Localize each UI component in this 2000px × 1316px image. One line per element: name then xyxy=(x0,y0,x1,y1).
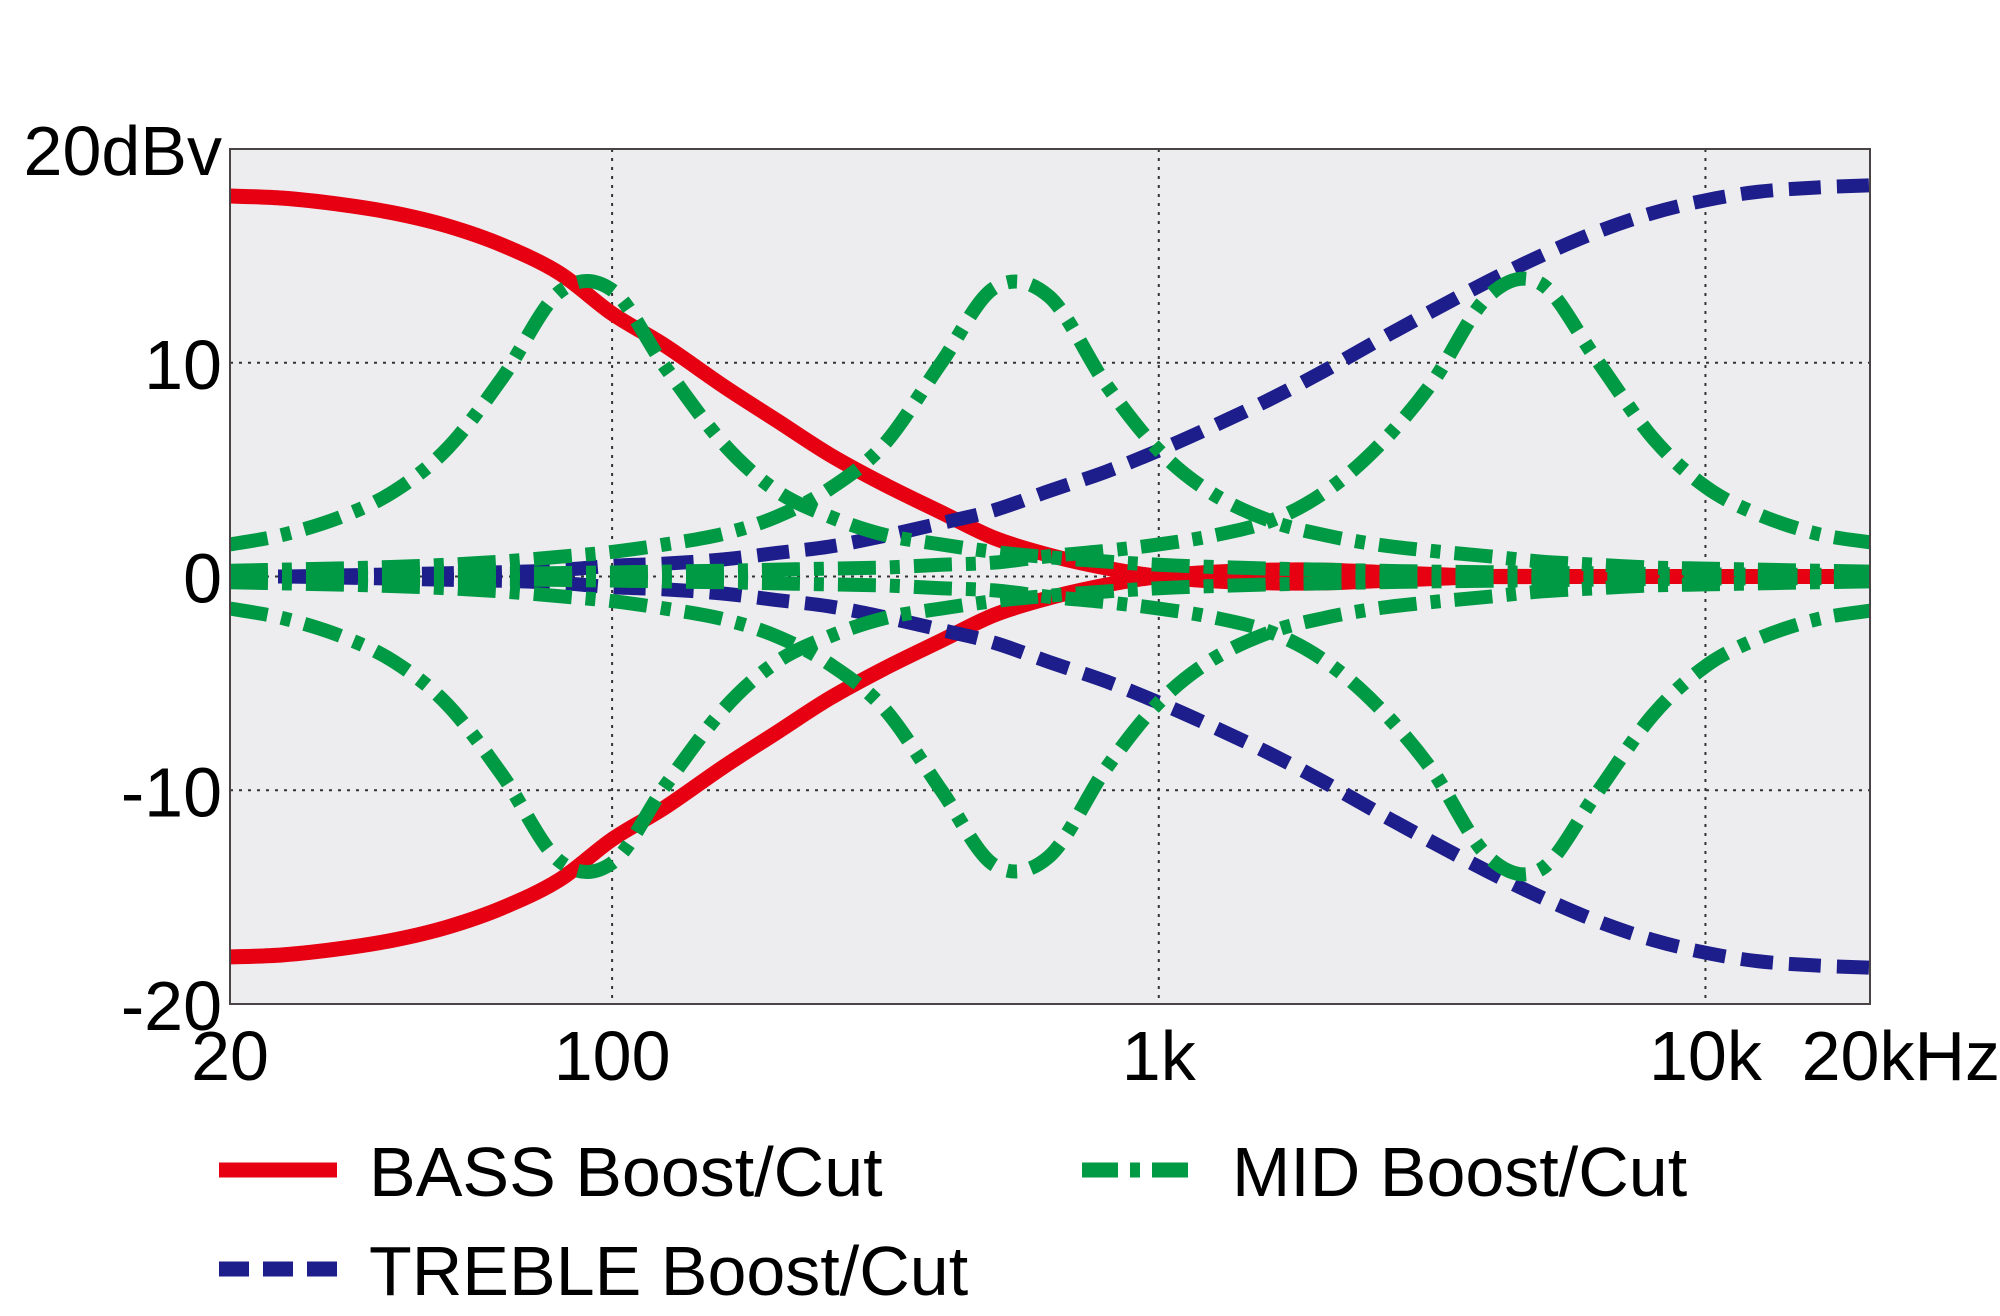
y-tick-label: 20dBv xyxy=(24,112,222,190)
y-axis: 20dBv 10 0 -10 -20 xyxy=(24,112,222,1045)
x-tick-label: 100 xyxy=(554,1017,671,1095)
legend: BASS Boost/Cut MID Boost/Cut TREBLE Boost/… xyxy=(219,1133,1687,1310)
x-tick-label: 10k xyxy=(1649,1017,1763,1095)
series-layer xyxy=(230,178,1870,975)
y-tick-label: 0 xyxy=(183,540,222,618)
plot-frame xyxy=(229,148,1871,1005)
y-tick-label: 10 xyxy=(144,326,222,404)
x-tick-label: 20 xyxy=(191,1017,269,1095)
x-axis: 20 100 1k 10k 20kHz xyxy=(191,1017,2000,1095)
x-tick-label: 1k xyxy=(1122,1017,1197,1095)
series-line-mid xyxy=(230,274,1870,579)
y-tick-label: -20 xyxy=(121,967,222,1045)
y-tick-label: -10 xyxy=(121,753,222,831)
series-line-treble xyxy=(230,569,1870,975)
legend-label: BASS Boost/Cut xyxy=(369,1133,883,1211)
series-line-mid xyxy=(230,574,1870,879)
series-line-mid xyxy=(230,570,1870,882)
legend-label: TREBLE Boost/Cut xyxy=(369,1232,968,1310)
x-tick-label: 20kHz xyxy=(1802,1017,2000,1095)
series-line-mid xyxy=(230,271,1870,583)
series-line-treble xyxy=(230,178,1870,584)
legend-label: MID Boost/Cut xyxy=(1232,1133,1687,1211)
